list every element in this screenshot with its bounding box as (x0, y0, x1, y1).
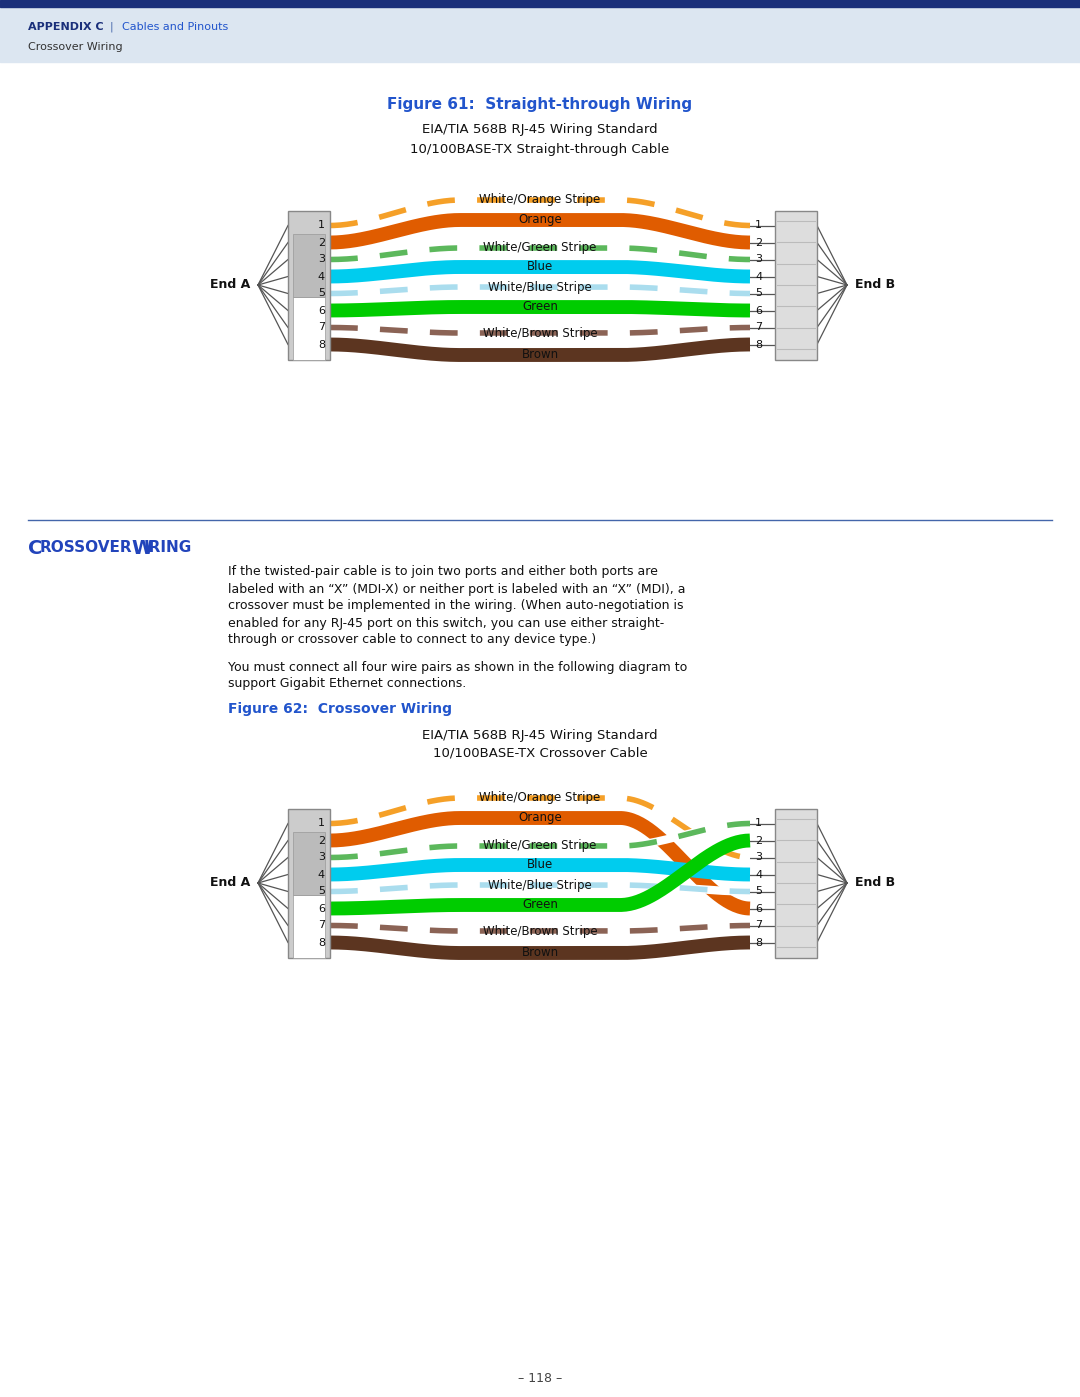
Text: End A: End A (210, 876, 249, 890)
Text: support Gigabit Ethernet connections.: support Gigabit Ethernet connections. (228, 678, 467, 690)
Text: 8: 8 (755, 937, 762, 947)
Text: Figure 62:  Crossover Wiring: Figure 62: Crossover Wiring (228, 703, 453, 717)
Text: 4: 4 (318, 271, 325, 282)
Bar (293, 235, 325, 298)
Bar (775, 809, 816, 957)
Text: C: C (28, 538, 42, 557)
Text: White/Brown Stripe: White/Brown Stripe (483, 925, 597, 937)
Text: 2: 2 (755, 237, 762, 247)
Text: Orange: Orange (518, 214, 562, 226)
Text: 7: 7 (318, 323, 325, 332)
Text: 2: 2 (318, 835, 325, 845)
Text: Crossover Wiring: Crossover Wiring (28, 42, 123, 52)
Text: 5: 5 (318, 887, 325, 897)
Text: 2: 2 (755, 835, 762, 845)
Bar (293, 833, 325, 895)
Text: ROSSOVER: ROSSOVER (40, 541, 133, 556)
Text: 3: 3 (755, 254, 762, 264)
Text: enabled for any RJ-45 port on this switch, you can use either straight-: enabled for any RJ-45 port on this switc… (228, 616, 664, 630)
Text: 3: 3 (318, 852, 325, 862)
Text: IRING: IRING (144, 541, 192, 556)
Text: White/Brown Stripe: White/Brown Stripe (483, 327, 597, 339)
Text: 6: 6 (318, 904, 325, 914)
Text: End B: End B (855, 278, 895, 292)
Text: 7: 7 (318, 921, 325, 930)
Text: Blue: Blue (527, 260, 553, 274)
Text: Figure 61:  Straight-through Wiring: Figure 61: Straight-through Wiring (388, 98, 692, 113)
Text: Brown: Brown (522, 947, 558, 960)
Text: 8: 8 (318, 937, 325, 947)
Text: 7: 7 (755, 921, 762, 930)
Text: 1: 1 (755, 819, 762, 828)
Bar (775, 211, 816, 359)
Text: End B: End B (855, 876, 895, 890)
Text: White/Orange Stripe: White/Orange Stripe (480, 194, 600, 207)
Text: 7: 7 (755, 323, 762, 332)
Text: 1: 1 (318, 221, 325, 231)
Text: 4: 4 (755, 869, 762, 880)
Text: End A: End A (210, 278, 249, 292)
Bar (288, 211, 330, 359)
Text: Cables and Pinouts: Cables and Pinouts (122, 22, 228, 32)
Text: crossover must be implemented in the wiring. (When auto-negotiation is: crossover must be implemented in the wir… (228, 599, 684, 612)
Text: |: | (110, 22, 113, 32)
Bar (0, 7, 1080, 61)
Text: 10/100BASE-TX Straight-through Cable: 10/100BASE-TX Straight-through Cable (410, 144, 670, 156)
Text: White/Green Stripe: White/Green Stripe (484, 242, 596, 254)
Bar (293, 895, 325, 957)
Text: 3: 3 (318, 254, 325, 264)
Text: You must connect all four wire pairs as shown in the following diagram to: You must connect all four wire pairs as … (228, 661, 687, 673)
Text: If the twisted-pair cable is to join two ports and either both ports are: If the twisted-pair cable is to join two… (228, 566, 658, 578)
Text: 6: 6 (755, 306, 762, 316)
Text: through or crossover cable to connect to any device type.): through or crossover cable to connect to… (228, 633, 596, 647)
Text: Blue: Blue (527, 859, 553, 872)
Bar (293, 298, 325, 359)
Text: 8: 8 (755, 339, 762, 349)
Text: White/Green Stripe: White/Green Stripe (484, 840, 596, 852)
Text: 5: 5 (318, 289, 325, 299)
Text: 1: 1 (755, 221, 762, 231)
Text: 10/100BASE-TX Crossover Cable: 10/100BASE-TX Crossover Cable (433, 746, 647, 760)
Text: – 118 –: – 118 – (518, 1372, 562, 1384)
Bar (288, 809, 330, 957)
Text: 4: 4 (318, 869, 325, 880)
Text: Green: Green (522, 300, 558, 313)
Text: 3: 3 (755, 852, 762, 862)
Text: Orange: Orange (518, 812, 562, 824)
Text: 6: 6 (318, 306, 325, 316)
Text: 2: 2 (318, 237, 325, 247)
Text: EIA/TIA 568B RJ-45 Wiring Standard: EIA/TIA 568B RJ-45 Wiring Standard (422, 123, 658, 137)
Text: 6: 6 (755, 904, 762, 914)
Text: APPENDIX C: APPENDIX C (28, 22, 104, 32)
Text: Green: Green (522, 898, 558, 911)
Text: EIA/TIA 568B RJ-45 Wiring Standard: EIA/TIA 568B RJ-45 Wiring Standard (422, 728, 658, 742)
Text: 5: 5 (755, 289, 762, 299)
Text: White/Blue Stripe: White/Blue Stripe (488, 281, 592, 293)
Text: 5: 5 (755, 887, 762, 897)
Text: White/Orange Stripe: White/Orange Stripe (480, 792, 600, 805)
Text: 1: 1 (318, 819, 325, 828)
Text: Brown: Brown (522, 348, 558, 362)
Text: 4: 4 (755, 271, 762, 282)
Bar (0, 0, 1080, 7)
Text: labeled with an “X” (MDI-X) or neither port is labeled with an “X” (MDI), a: labeled with an “X” (MDI-X) or neither p… (228, 583, 686, 595)
Text: White/Blue Stripe: White/Blue Stripe (488, 879, 592, 891)
Text: W: W (131, 538, 152, 557)
Text: 8: 8 (318, 339, 325, 349)
